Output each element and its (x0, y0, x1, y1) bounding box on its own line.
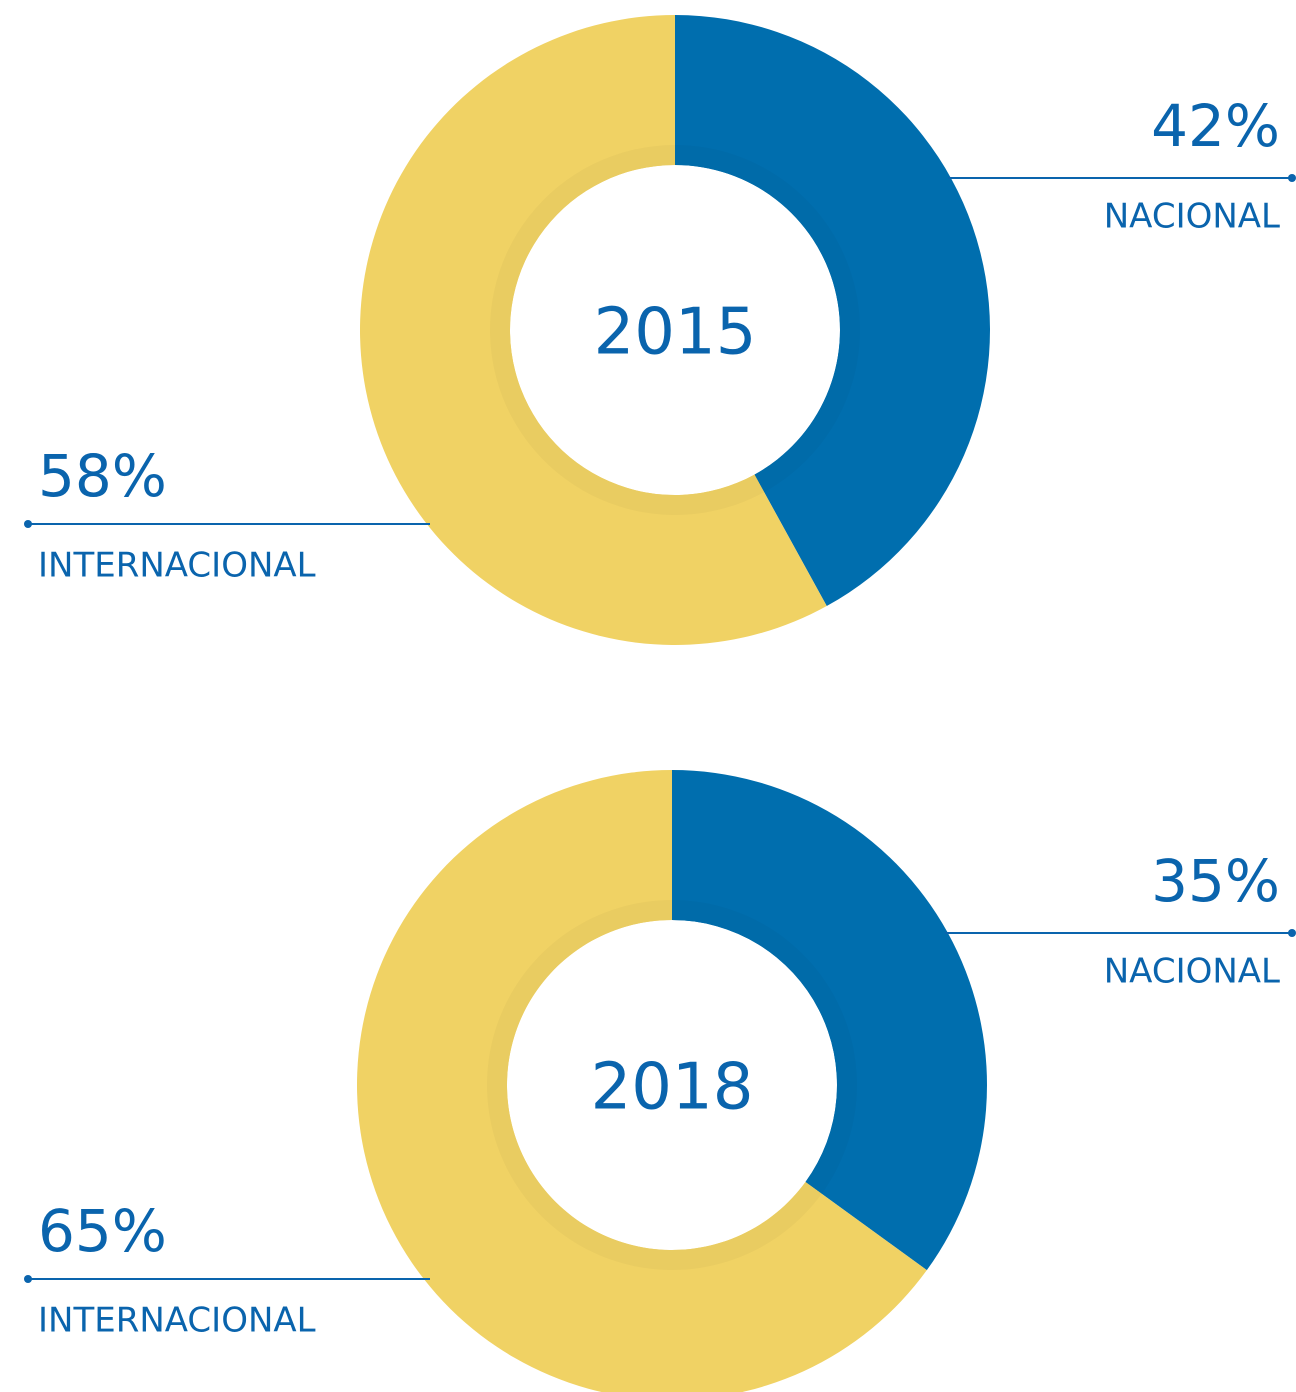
donut-slice (359, 15, 827, 645)
donut-slice (357, 770, 927, 1392)
leader-dot (1288, 174, 1296, 182)
center-year: 2015 (594, 296, 757, 370)
value-label: 58% (38, 442, 167, 510)
value-label: 42% (1151, 92, 1280, 160)
value-label: 65% (38, 1197, 167, 1265)
category-label: NACIONAL (1104, 952, 1280, 992)
leader-dot (1288, 929, 1296, 937)
category-label: NACIONAL (1104, 197, 1280, 237)
category-label: INTERNACIONAL (38, 1301, 316, 1341)
category-label: INTERNACIONAL (38, 546, 316, 586)
donut-inner-band (672, 900, 857, 1194)
donut-inner-band (675, 145, 861, 493)
value-label: 35% (1151, 847, 1280, 915)
leader-dot (24, 1275, 32, 1283)
center-year: 2018 (591, 1051, 754, 1125)
leader-dot (24, 520, 32, 528)
